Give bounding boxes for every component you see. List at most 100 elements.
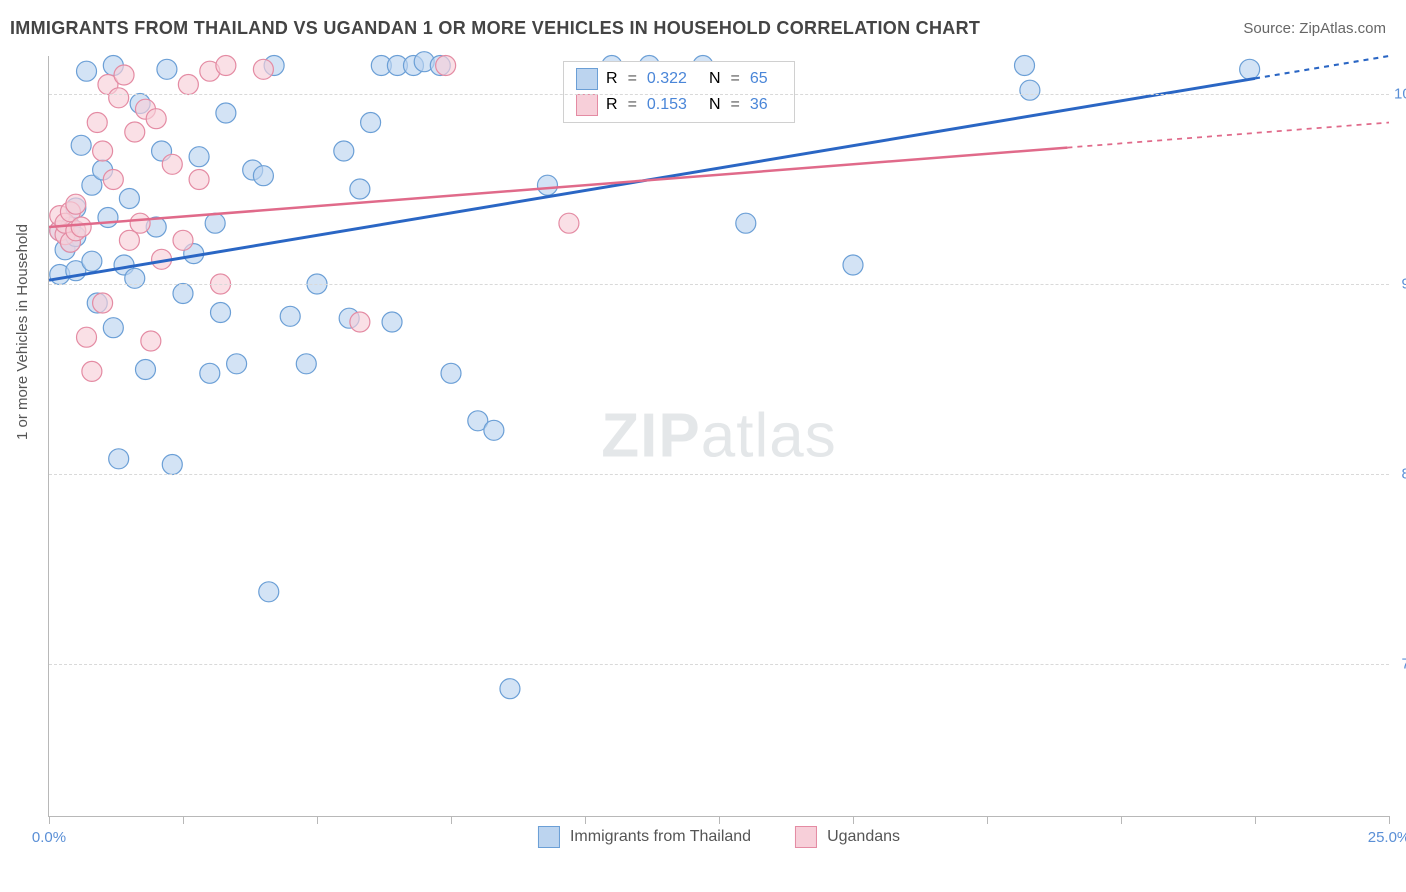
x-tick-label-max: 25.0% — [1368, 829, 1406, 846]
r-value-2: 0.153 — [647, 96, 687, 114]
chart-container: IMMIGRANTS FROM THAILAND VS UGANDAN 1 OR… — [0, 0, 1406, 892]
stats-legend: R = 0.322 N = 65 R = 0.153 N = 36 — [563, 61, 795, 123]
grid-line — [49, 284, 1389, 285]
data-point — [350, 312, 370, 332]
data-point — [109, 88, 129, 108]
data-point — [173, 284, 193, 304]
data-point — [98, 208, 118, 228]
x-tick — [183, 816, 184, 824]
data-point — [484, 420, 504, 440]
n-value-2: 36 — [750, 96, 768, 114]
data-point — [216, 103, 236, 123]
data-point — [211, 303, 231, 323]
x-tick — [719, 816, 720, 824]
x-tick — [451, 816, 452, 824]
eq-1a: = — [628, 70, 637, 88]
chart-title: IMMIGRANTS FROM THAILAND VS UGANDAN 1 OR… — [10, 18, 980, 39]
data-point — [103, 318, 123, 338]
eq-1b: = — [731, 70, 740, 88]
eq-2b: = — [731, 96, 740, 114]
legend-label-1: Immigrants from Thailand — [570, 828, 751, 846]
grid-line — [49, 94, 1389, 95]
swatch-series-2 — [576, 94, 598, 116]
data-point — [71, 217, 91, 237]
data-point — [280, 306, 300, 326]
data-point — [103, 170, 123, 190]
series-legend: Immigrants from Thailand Ugandans — [538, 826, 900, 848]
data-point — [537, 175, 557, 195]
data-point — [178, 75, 198, 95]
trend-line-extrapolated — [1255, 56, 1389, 78]
eq-2a: = — [628, 96, 637, 114]
data-point — [382, 312, 402, 332]
data-point — [82, 251, 102, 271]
x-tick — [1255, 816, 1256, 824]
data-point — [162, 154, 182, 174]
data-point — [77, 61, 97, 81]
data-point — [141, 331, 161, 351]
plot-area: ZIPatlas R = 0.322 N = 65 R = 0.153 N = … — [48, 56, 1389, 817]
x-tick — [49, 816, 50, 824]
data-point — [334, 141, 354, 161]
data-point — [125, 268, 145, 288]
data-point — [66, 194, 86, 214]
data-point — [119, 189, 139, 209]
x-tick — [585, 816, 586, 824]
data-point — [77, 327, 97, 347]
data-point — [253, 59, 273, 79]
y-tick-label: 100.0% — [1394, 86, 1406, 103]
data-point — [135, 360, 155, 380]
chart-svg — [49, 56, 1389, 816]
y-tick-label: 70.0% — [1394, 656, 1406, 673]
data-point — [146, 109, 166, 129]
data-point — [736, 213, 756, 233]
x-tick — [853, 816, 854, 824]
data-point — [1240, 59, 1260, 79]
data-point — [361, 113, 381, 133]
data-point — [93, 293, 113, 313]
swatch-series-1 — [576, 68, 598, 90]
data-point — [500, 679, 520, 699]
source-name: ZipAtlas.com — [1299, 20, 1386, 37]
grid-line — [49, 474, 1389, 475]
r-label-2: R — [606, 96, 618, 114]
data-point — [119, 230, 139, 250]
data-point — [157, 59, 177, 79]
y-tick-label: 80.0% — [1394, 466, 1406, 483]
data-point — [173, 230, 193, 250]
data-point — [200, 363, 220, 383]
data-point — [93, 141, 113, 161]
y-axis-label: 1 or more Vehicles in Household — [14, 224, 31, 440]
source-prefix: Source: — [1243, 20, 1299, 37]
data-point — [114, 65, 134, 85]
swatch-bottom-1 — [538, 826, 560, 848]
data-point — [71, 135, 91, 155]
n-value-1: 65 — [750, 70, 768, 88]
data-point — [436, 56, 456, 76]
data-point — [843, 255, 863, 275]
x-tick — [317, 816, 318, 824]
data-point — [1015, 56, 1035, 76]
data-point — [82, 361, 102, 381]
x-tick — [987, 816, 988, 824]
grid-line — [49, 664, 1389, 665]
data-point — [109, 449, 129, 469]
x-tick — [1389, 816, 1390, 824]
stats-row-2: R = 0.153 N = 36 — [576, 92, 782, 118]
data-point — [227, 354, 247, 374]
r-value-1: 0.322 — [647, 70, 687, 88]
data-point — [87, 113, 107, 133]
data-point — [125, 122, 145, 142]
trend-line-extrapolated — [1067, 123, 1389, 148]
data-point — [205, 213, 225, 233]
data-point — [189, 147, 209, 167]
n-label-1: N — [709, 70, 721, 88]
data-point — [441, 363, 461, 383]
data-point — [130, 213, 150, 233]
legend-label-2: Ugandans — [827, 828, 900, 846]
r-label-1: R — [606, 70, 618, 88]
data-point — [1020, 80, 1040, 100]
data-point — [350, 179, 370, 199]
data-point — [253, 166, 273, 186]
n-label-2: N — [709, 96, 721, 114]
